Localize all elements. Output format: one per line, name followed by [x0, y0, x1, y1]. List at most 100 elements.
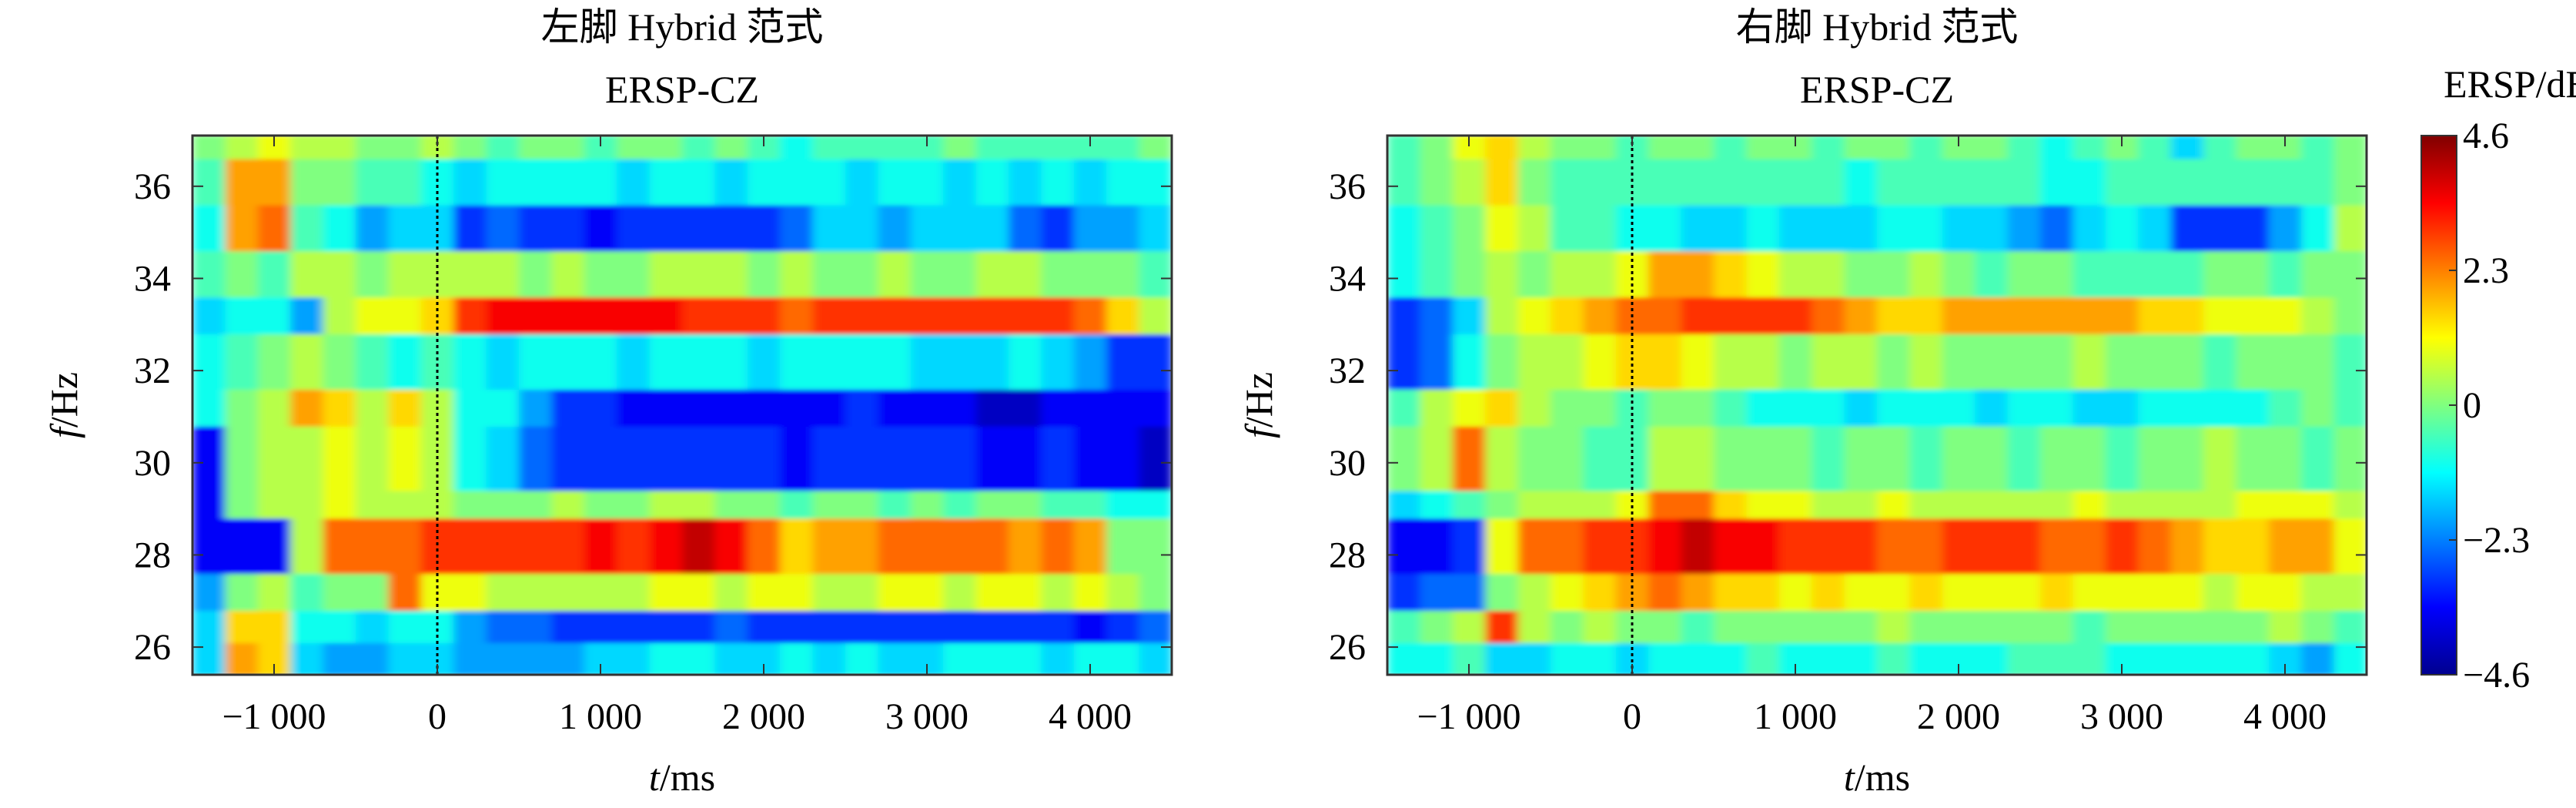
heatmap-cell	[1073, 250, 1107, 298]
x-axis-label-left: t/ms	[649, 756, 715, 799]
heatmap-cell	[551, 158, 585, 206]
heatmap-left-cells	[192, 136, 1172, 675]
heatmap-cell	[192, 297, 226, 335]
heatmap-cell	[747, 490, 781, 519]
heatmap-cell	[1452, 389, 1486, 427]
heatmap-cell	[2105, 389, 2139, 427]
heatmap-cell	[1681, 518, 1715, 575]
heatmap-cell	[747, 518, 781, 575]
heatmap-cell	[2138, 642, 2172, 675]
heatmap-cell	[2203, 297, 2237, 335]
heatmap-cell	[1139, 297, 1172, 335]
heatmap-cell	[519, 573, 553, 612]
heatmap-cell	[2105, 425, 2139, 491]
heatmap-cell	[388, 573, 422, 612]
heatmap-cell	[453, 642, 487, 675]
heatmap-cell	[257, 297, 291, 335]
heatmap-cell	[747, 610, 781, 643]
heatmap-cell	[2073, 518, 2106, 575]
heatmap-cell	[225, 389, 259, 427]
heatmap-cell	[1452, 573, 1486, 612]
heatmap-cell	[1485, 136, 1519, 159]
heatmap-cell	[1139, 250, 1172, 298]
heatmap-cell	[747, 204, 781, 252]
heatmap-cell	[682, 297, 716, 335]
heatmap-cell	[2007, 297, 2041, 335]
heatmap-cell	[1517, 573, 1551, 612]
heatmap-cell	[1106, 334, 1140, 390]
heatmap-cell	[1073, 389, 1107, 427]
heatmap-cell	[1041, 297, 1075, 335]
heatmap-cell	[1877, 136, 1911, 159]
heatmap-cell	[1139, 136, 1172, 159]
heatmap-cell	[2105, 573, 2139, 612]
heatmap-cell	[780, 610, 814, 643]
axes-frame-left	[191, 134, 1173, 676]
heatmap-cell	[1517, 389, 1551, 427]
heatmap-cell	[1073, 204, 1107, 252]
heatmap-cell	[1844, 136, 1878, 159]
heatmap-cell	[420, 610, 454, 643]
heatmap-cell	[1877, 250, 1911, 298]
heatmap-cell	[551, 490, 585, 519]
heatmap-cell	[2105, 250, 2139, 298]
heatmap-cell	[1551, 136, 1584, 159]
heatmap-cell	[2236, 158, 2270, 206]
x-tick-label: 4 000	[1049, 696, 1132, 737]
heatmap-cell	[2301, 204, 2335, 252]
heatmap-cell	[1485, 518, 1519, 575]
heatmap-cell	[714, 334, 748, 390]
heatmap-cell	[878, 136, 912, 159]
heatmap-cell	[1942, 158, 1975, 206]
y-tick-label: 32	[1329, 350, 1366, 391]
heatmap-cell	[2236, 573, 2270, 612]
heatmap-cell	[910, 425, 944, 491]
heatmap-cell	[975, 518, 1009, 575]
heatmap-cell	[1975, 573, 2009, 612]
heatmap-cell	[975, 425, 1009, 491]
heatmap-cell	[878, 250, 912, 298]
heatmap-cell	[1387, 158, 1421, 206]
heatmap-cell	[225, 518, 259, 575]
heatmap-cell	[519, 642, 553, 675]
heatmap-cell	[2333, 204, 2367, 252]
heatmap-cell	[1714, 158, 1748, 206]
heatmap-cell	[290, 518, 324, 575]
heatmap-cell	[257, 158, 291, 206]
heatmap-cell	[2203, 204, 2237, 252]
heatmap-cell	[1041, 610, 1075, 643]
heatmap-cell	[1485, 573, 1519, 612]
heatmap-cell	[2268, 389, 2302, 427]
heatmap-cell	[845, 204, 879, 252]
heatmap-cell	[1551, 573, 1584, 612]
heatmap-cell	[943, 642, 977, 675]
heatmap-cell	[2040, 518, 2074, 575]
heatmap-cell	[584, 490, 617, 519]
heatmap-cell	[323, 490, 356, 519]
heatmap-cell	[812, 610, 846, 643]
heatmap-cell	[1583, 518, 1617, 575]
heatmap-cell	[2301, 297, 2335, 335]
heatmap-cell	[584, 389, 617, 427]
heatmap-cell	[584, 518, 617, 575]
heatmap-cell	[812, 136, 846, 159]
heatmap-cell	[2170, 158, 2204, 206]
heatmap-cell	[2333, 389, 2367, 427]
heatmap-cell	[1517, 204, 1551, 252]
heatmap-cell	[2138, 334, 2172, 390]
heatmap-cell	[682, 389, 716, 427]
heatmap-cell	[2073, 610, 2106, 643]
heatmap-cell	[1009, 642, 1042, 675]
heatmap-cell	[1106, 610, 1140, 643]
heatmap-cell	[1420, 204, 1454, 252]
heatmap-cell	[975, 136, 1009, 159]
heatmap-cell	[2138, 204, 2172, 252]
heatmap-cell	[1778, 334, 1812, 390]
heatmap-cell	[2236, 204, 2270, 252]
y-tick-label: 34	[134, 258, 171, 299]
colorbar-tick-label: −4.6	[2463, 655, 2530, 696]
heatmap-cell	[943, 297, 977, 335]
heatmap-cell	[2333, 610, 2367, 643]
heatmap-cell	[1551, 425, 1584, 491]
heatmap-cell	[1844, 490, 1878, 519]
